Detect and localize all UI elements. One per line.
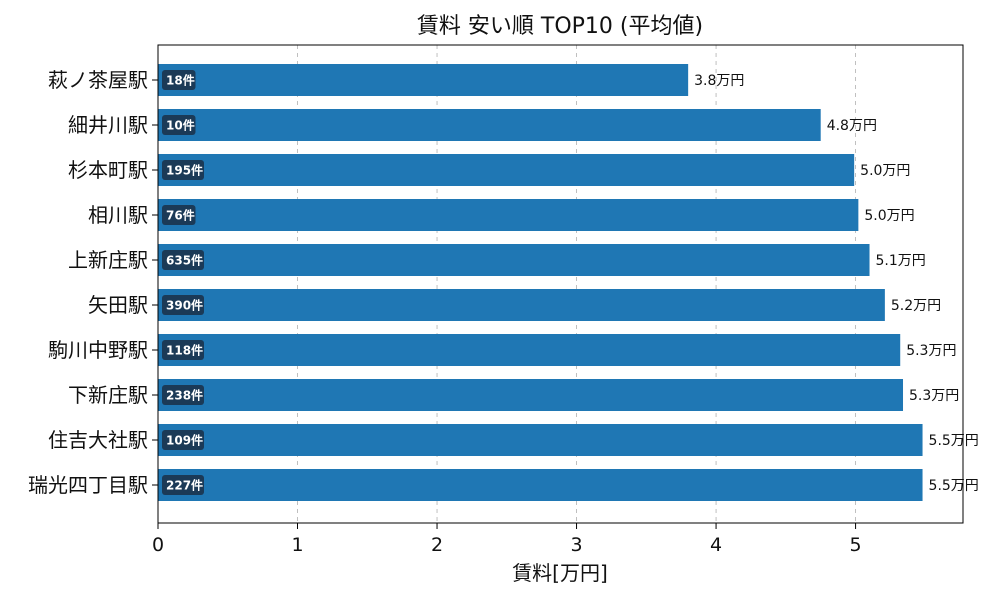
value-label: 3.8万円: [694, 73, 744, 89]
value-label: 5.0万円: [864, 208, 914, 224]
y-tick-label: 下新庄駅: [68, 383, 148, 407]
value-label: 5.0万円: [860, 163, 910, 179]
bar: [158, 334, 901, 366]
chart-title: 賃料 安い順 TOP10 (平均値): [417, 14, 703, 39]
value-label: 5.2万円: [891, 298, 941, 314]
count-badge: [162, 430, 204, 450]
bar: [158, 64, 689, 96]
x-tick-label: 3: [570, 534, 582, 556]
bar: [158, 244, 870, 276]
count-label: 10件: [166, 118, 195, 133]
y-tick-label: 上新庄駅: [68, 248, 148, 272]
y-tick-label: 杉本町駅: [68, 158, 148, 182]
count-badge: [162, 250, 204, 270]
count-badge: [162, 70, 196, 90]
y-tick-label: 瑞光四丁目駅: [28, 473, 148, 497]
count-badge: [162, 295, 204, 315]
count-label: 118件: [166, 343, 203, 358]
y-tick-label: 萩ノ茶屋駅: [48, 68, 148, 92]
x-tick-label: 5: [850, 534, 862, 556]
x-tick-label: 4: [710, 534, 722, 556]
value-label: 5.5万円: [929, 433, 979, 449]
count-label: 76件: [166, 208, 195, 223]
x-axis-ticks: 0 1 2 3 4 5: [152, 523, 862, 556]
bar: [158, 469, 923, 501]
y-tick-label: 住吉大社駅: [48, 428, 148, 452]
y-axis-ticks: 萩ノ茶屋駅細井川駅杉本町駅相川駅上新庄駅矢田駅駒川中野駅下新庄駅住吉大社駅瑞光四…: [28, 68, 158, 497]
y-tick-label: 相川駅: [88, 203, 148, 227]
value-label: 4.8万円: [827, 118, 877, 134]
count-badge: [162, 205, 196, 225]
count-label: 18件: [166, 73, 195, 88]
y-tick-label: 駒川中野駅: [48, 338, 148, 362]
count-badge: [162, 115, 196, 135]
y-tick-label: 細井川駅: [68, 113, 148, 137]
x-tick-label: 2: [431, 534, 443, 556]
count-label: 109件: [166, 433, 203, 448]
count-label: 227件: [166, 478, 203, 493]
plot-frame: [157, 44, 964, 524]
value-label: 5.3万円: [909, 388, 959, 404]
count-badge: [162, 340, 204, 360]
bar: [158, 424, 923, 456]
count-label: 195件: [166, 163, 203, 178]
y-tick-label: 矢田駅: [88, 293, 148, 317]
bar: [158, 109, 821, 141]
bar: [158, 199, 859, 231]
count-label: 390件: [166, 298, 203, 313]
value-label: 5.1万円: [876, 253, 926, 269]
value-label: 5.3万円: [906, 343, 956, 359]
x-tick-label: 0: [152, 534, 164, 556]
count-badge: [162, 160, 204, 180]
bar: [158, 379, 904, 411]
count-label: 238件: [166, 388, 203, 403]
count-badge: [162, 385, 204, 405]
bar: [158, 289, 885, 321]
bars: 18件 3.8万円 10件 4.8万円 195件 5.0万円 76件 5.0万円 635件 5.1…: [158, 64, 979, 501]
x-axis-label: 賃料[万円]: [512, 561, 608, 585]
count-label: 635件: [166, 253, 203, 268]
count-badge: [162, 475, 204, 495]
x-tick-label: 1: [291, 534, 303, 556]
value-label: 5.5万円: [929, 478, 979, 494]
bar: [158, 154, 855, 186]
